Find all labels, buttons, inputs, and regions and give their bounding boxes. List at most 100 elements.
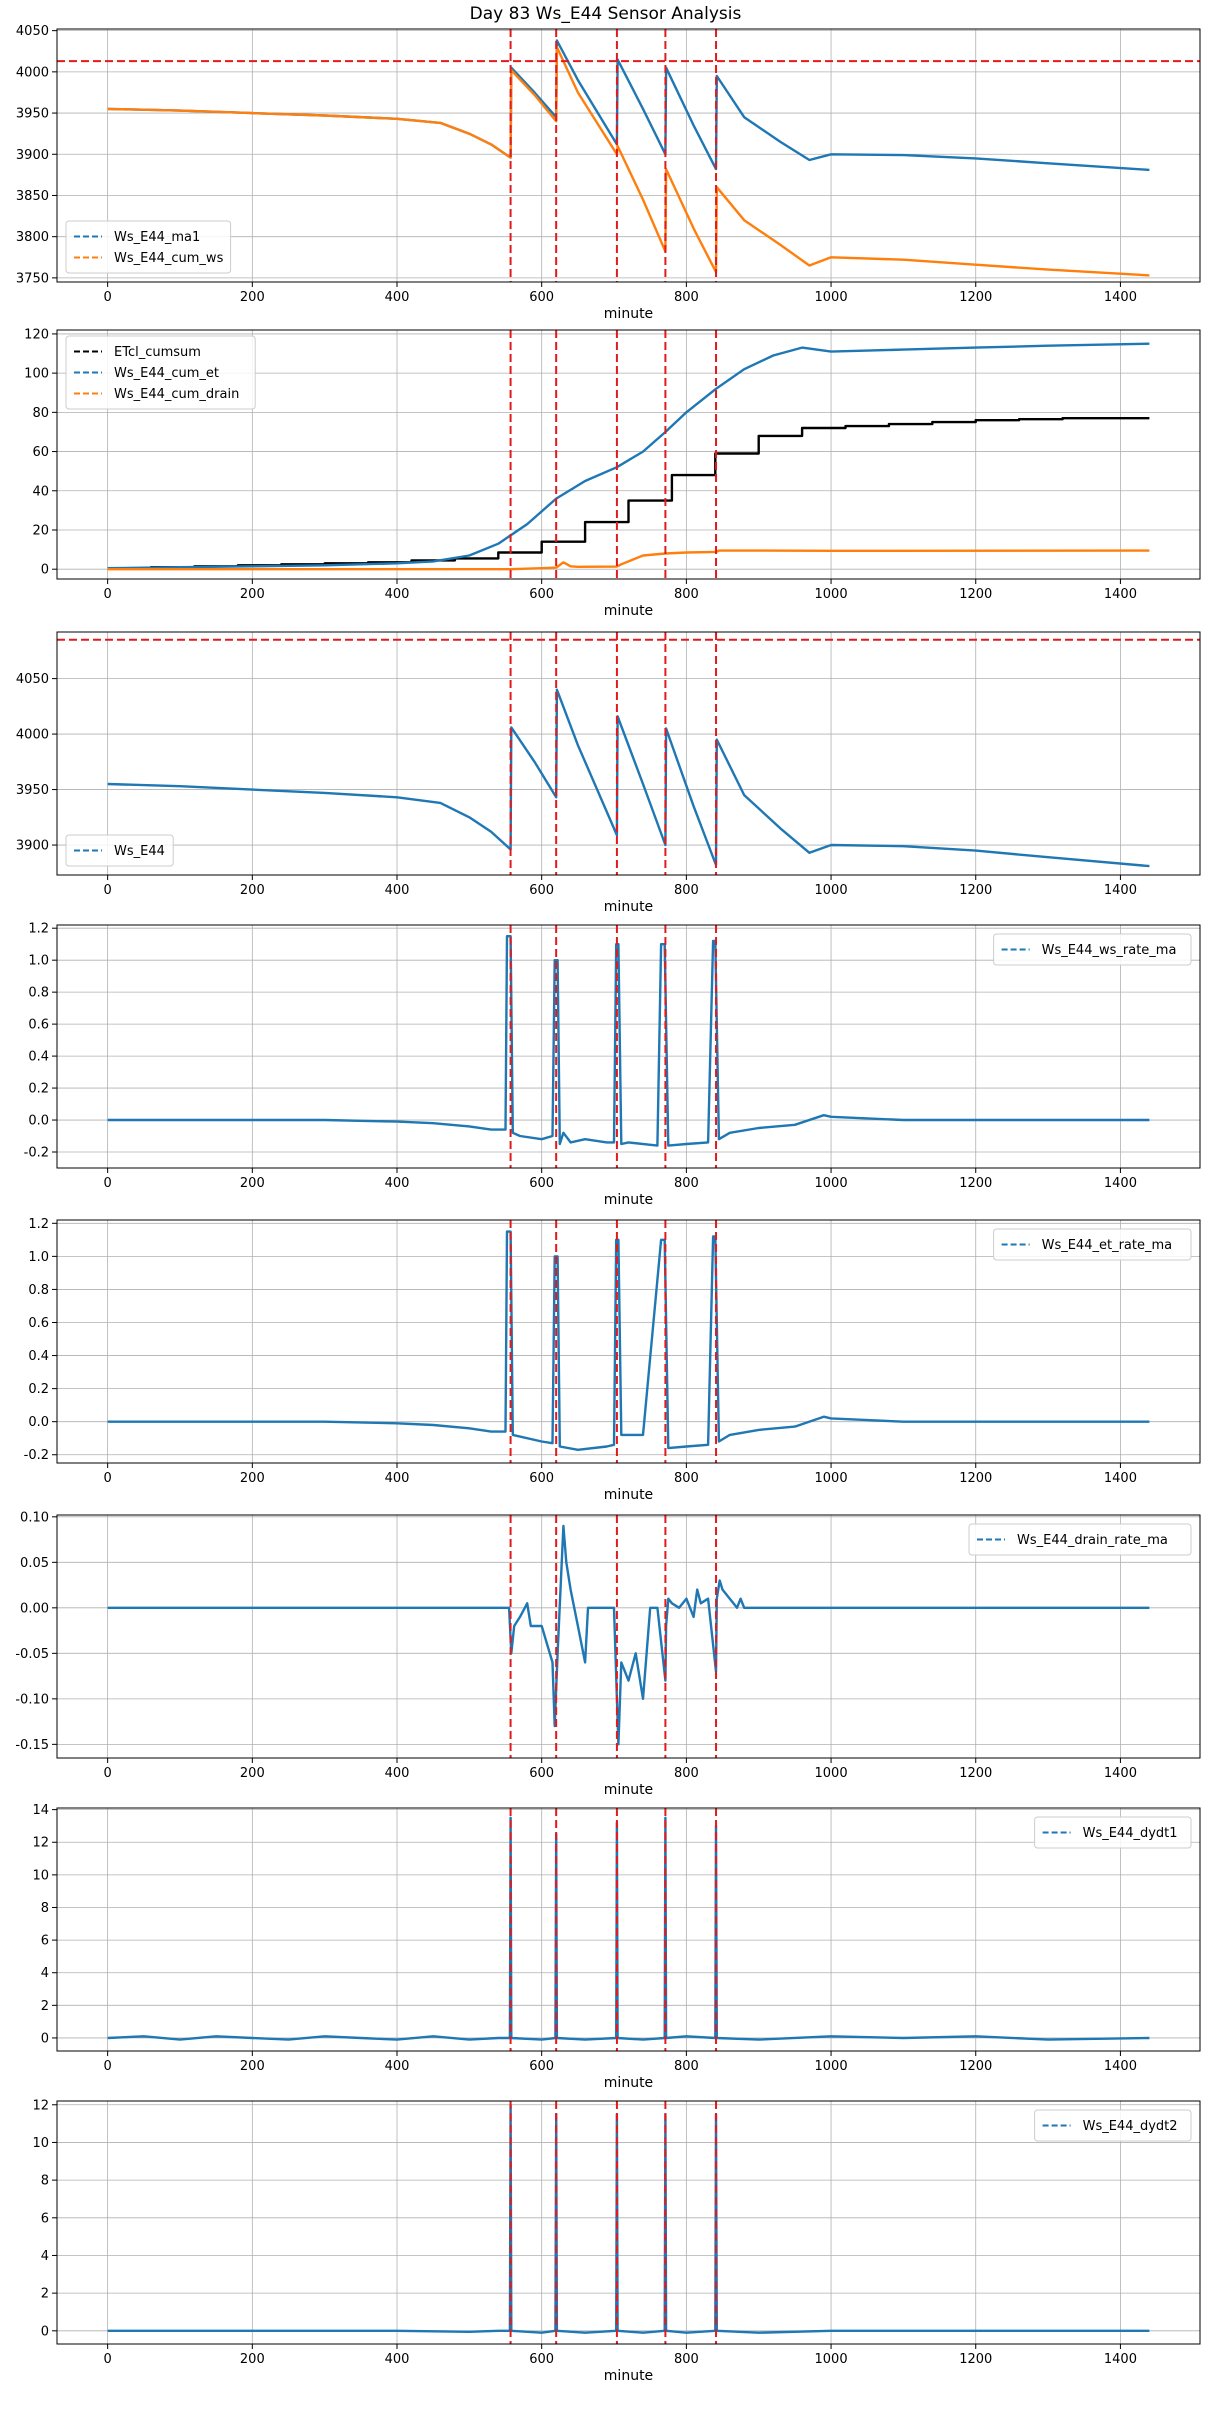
x-axis-label: minute bbox=[604, 2075, 653, 2091]
y-tick-label: 3850 bbox=[16, 189, 49, 204]
legend-label: Ws_E44 bbox=[114, 844, 165, 859]
x-tick-label: 400 bbox=[385, 1766, 410, 1781]
y-tick-label: 60 bbox=[32, 445, 49, 460]
plot-area bbox=[108, 330, 1150, 579]
x-tick-label: 400 bbox=[385, 2352, 410, 2367]
axes-frame bbox=[57, 632, 1200, 875]
x-tick-label: 0 bbox=[103, 1176, 111, 1191]
plot-area bbox=[108, 2101, 1150, 2344]
y-tick-label: 4 bbox=[41, 2249, 49, 2264]
x-tick-label: 1400 bbox=[1104, 1176, 1137, 1191]
y-tick-label: 8 bbox=[41, 1901, 49, 1916]
legend-label: Ws_E44_cum_drain bbox=[114, 387, 239, 402]
plot-area bbox=[108, 1808, 1150, 2051]
x-tick-label: 600 bbox=[529, 1176, 554, 1191]
y-tick-label: 10 bbox=[32, 1868, 49, 1883]
y-tick-label: 40 bbox=[32, 484, 49, 499]
plot-area bbox=[57, 632, 1200, 875]
series-line-Ws_E44_dydt2 bbox=[108, 2105, 1150, 2333]
y-tick-label: 0.0 bbox=[28, 1114, 49, 1129]
y-tick-label: 0.8 bbox=[28, 1283, 49, 1298]
series-line-Ws_E44_dydt1 bbox=[108, 1818, 1150, 2040]
y-tick-label: 4 bbox=[41, 1966, 49, 1981]
y-tick-label: 12 bbox=[32, 2098, 49, 2113]
y-tick-label: 3950 bbox=[16, 107, 49, 122]
x-tick-label: 600 bbox=[529, 883, 554, 898]
x-tick-label: 200 bbox=[240, 587, 265, 602]
y-tick-label: 0.0 bbox=[28, 1415, 49, 1430]
x-tick-label: 1000 bbox=[815, 2352, 848, 2367]
series-line-Ws_E44_cum_et bbox=[108, 344, 1150, 569]
legend-label: Ws_E44_dydt1 bbox=[1083, 1826, 1178, 1841]
y-tick-label: 12 bbox=[32, 1836, 49, 1851]
x-tick-label: 800 bbox=[674, 290, 699, 305]
x-tick-label: 800 bbox=[674, 2059, 699, 2074]
y-tick-label: 10 bbox=[32, 2136, 49, 2151]
y-tick-label: 3950 bbox=[16, 783, 49, 798]
y-tick-label: 0.8 bbox=[28, 986, 49, 1001]
legend: Ws_E44_drain_rate_ma bbox=[969, 1524, 1191, 1555]
chart-panel-3: 0 200 400 600 800 1000 1200 1400390039504000405… bbox=[16, 632, 1200, 915]
x-tick-label: 1000 bbox=[815, 1471, 848, 1486]
x-tick-label: 600 bbox=[529, 2059, 554, 2074]
x-tick-label: 0 bbox=[103, 2059, 111, 2074]
x-tick-label: 1200 bbox=[959, 1766, 992, 1781]
chart-panel-4: 0 200 400 600 800 1000 1200 1400-0.20.00.20.40.… bbox=[24, 922, 1200, 1208]
x-tick-label: 800 bbox=[674, 587, 699, 602]
y-tick-label: 6 bbox=[41, 1934, 49, 1949]
series-line-Ws_E44_drain_rate_ma bbox=[108, 1526, 1150, 1744]
axes-frame bbox=[57, 2101, 1200, 2344]
y-tick-label: 3800 bbox=[16, 230, 49, 245]
x-tick-label: 200 bbox=[240, 1471, 265, 1486]
y-tick-label: 0.2 bbox=[28, 1082, 49, 1097]
y-tick-label: 4000 bbox=[16, 728, 49, 743]
y-tick-label: 0 bbox=[41, 563, 49, 578]
x-tick-label: 800 bbox=[674, 1471, 699, 1486]
x-tick-label: 1400 bbox=[1104, 1471, 1137, 1486]
y-tick-label: 1.0 bbox=[28, 954, 49, 969]
legend-label: Ws_E44_dydt2 bbox=[1083, 2119, 1178, 2134]
legend: Ws_E44_et_rate_ma bbox=[994, 1229, 1191, 1260]
x-tick-label: 200 bbox=[240, 290, 265, 305]
x-tick-label: 200 bbox=[240, 1176, 265, 1191]
x-axis-label: minute bbox=[604, 1192, 653, 1208]
series-line-Ws_E44 bbox=[108, 690, 1150, 866]
x-tick-label: 1200 bbox=[959, 587, 992, 602]
legend: Ws_E44_ws_rate_ma bbox=[994, 934, 1191, 965]
x-tick-label: 1400 bbox=[1104, 290, 1137, 305]
y-tick-label: 6 bbox=[41, 2211, 49, 2226]
x-tick-label: 800 bbox=[674, 2352, 699, 2367]
y-tick-label: 80 bbox=[32, 406, 49, 421]
y-tick-label: 0.4 bbox=[28, 1349, 49, 1364]
legend: Ws_E44_dydt1 bbox=[1035, 1817, 1191, 1848]
x-tick-label: 800 bbox=[674, 1766, 699, 1781]
legend-label: Ws_E44_cum_ws bbox=[114, 251, 224, 266]
x-axis-label: minute bbox=[604, 899, 653, 915]
y-tick-label: 4000 bbox=[16, 65, 49, 80]
chart-panel-8: 0 200 400 600 800 1000 1200 1400 0 2 4 6 8 10 12 minute… bbox=[32, 2098, 1200, 2384]
x-tick-label: 1000 bbox=[815, 290, 848, 305]
y-tick-label: 0.05 bbox=[20, 1556, 49, 1571]
x-tick-label: 200 bbox=[240, 883, 265, 898]
x-tick-label: 1000 bbox=[815, 883, 848, 898]
y-tick-label: 0 bbox=[41, 2031, 49, 2046]
y-tick-label: 14 bbox=[32, 1803, 49, 1818]
y-tick-label: 0.6 bbox=[28, 1018, 49, 1033]
axes-frame bbox=[57, 1808, 1200, 2051]
x-tick-label: 1200 bbox=[959, 290, 992, 305]
x-tick-label: 400 bbox=[385, 883, 410, 898]
series-line-Ws_E44_et_rate_ma bbox=[108, 1232, 1150, 1450]
x-tick-label: 1000 bbox=[815, 2059, 848, 2074]
x-tick-label: 400 bbox=[385, 290, 410, 305]
x-tick-label: 1400 bbox=[1104, 1766, 1137, 1781]
x-tick-label: 0 bbox=[103, 1766, 111, 1781]
y-tick-label: -0.15 bbox=[15, 1738, 49, 1753]
x-tick-label: 200 bbox=[240, 2352, 265, 2367]
x-tick-label: 400 bbox=[385, 2059, 410, 2074]
y-tick-label: 0.10 bbox=[20, 1510, 49, 1525]
x-tick-label: 0 bbox=[103, 2352, 111, 2367]
y-tick-label: 3900 bbox=[16, 839, 49, 854]
y-tick-label: 0 bbox=[41, 2324, 49, 2339]
x-tick-label: 600 bbox=[529, 290, 554, 305]
y-tick-label: -0.2 bbox=[24, 1146, 49, 1161]
